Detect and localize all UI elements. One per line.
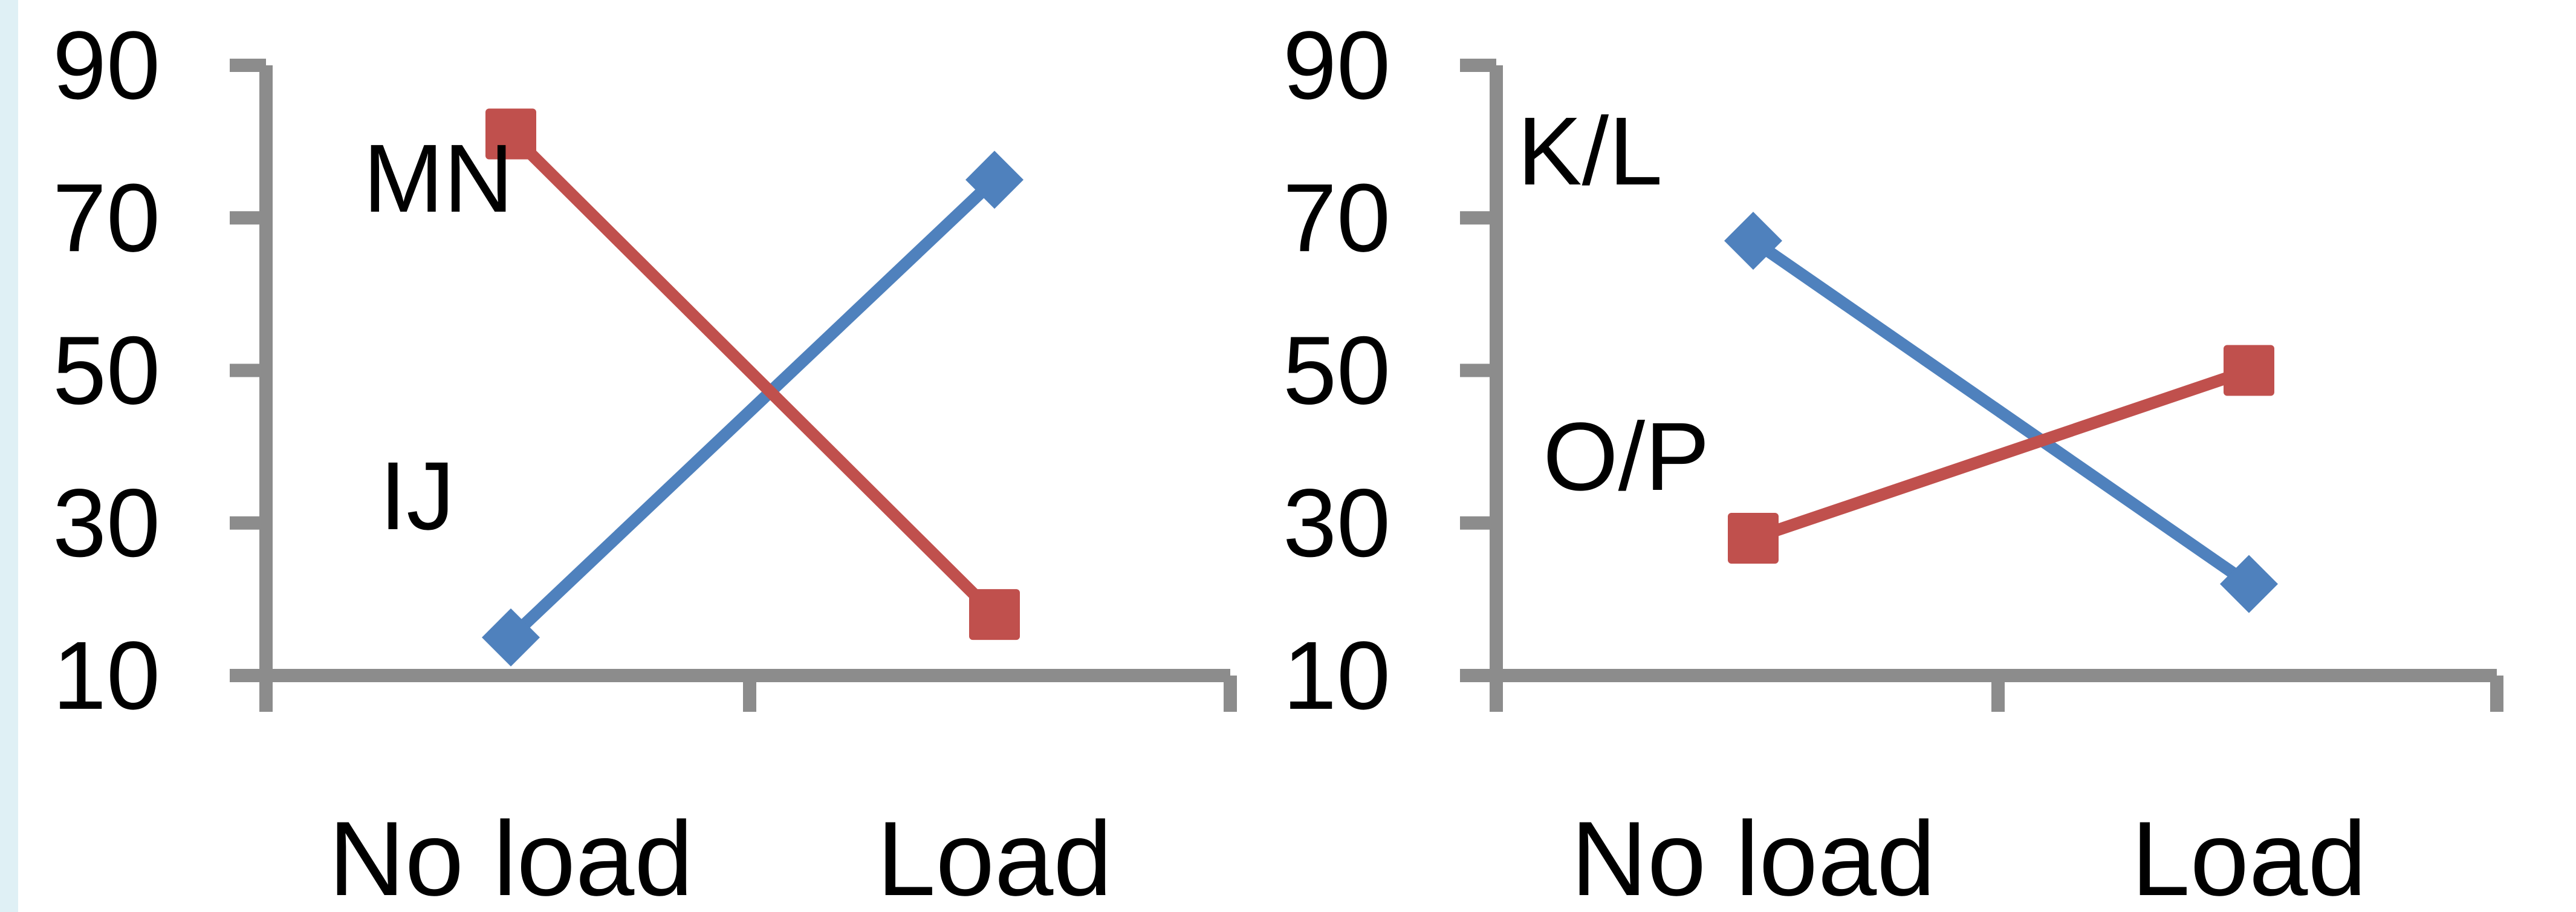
series-line	[507, 175, 999, 642]
data-point-square	[1728, 512, 1779, 564]
x-category-label: Load	[2131, 800, 2366, 912]
data-point-diamond	[482, 608, 540, 666]
series-line	[1750, 235, 2253, 589]
data-point-diamond	[1724, 212, 1782, 270]
y-tick-label: 70	[53, 163, 160, 272]
x-category-label: No load	[328, 800, 693, 912]
x-category-label: Load	[877, 800, 1112, 912]
x-category-label: No load	[1571, 800, 1935, 912]
series-label: IJ	[380, 441, 455, 550]
left-background-strip	[0, 0, 18, 912]
y-tick-label: 10	[53, 621, 160, 729]
y-tick-label: 30	[1283, 469, 1390, 577]
series-line	[506, 129, 999, 619]
y-tick-label: 50	[1283, 316, 1390, 425]
series-line	[1751, 365, 2251, 544]
y-tick-label: 90	[1283, 11, 1390, 119]
data-point-diamond	[965, 151, 1024, 209]
data-point-diamond	[2220, 555, 2278, 613]
data-point-square	[2224, 345, 2274, 396]
series-label: O/P	[1543, 402, 1710, 510]
series-label: K/L	[1517, 97, 1663, 205]
y-tick-label: 50	[53, 316, 160, 425]
y-tick-label: 70	[1283, 163, 1390, 272]
data-point-square	[969, 589, 1020, 640]
y-tick-label: 90	[53, 11, 160, 119]
series-label: MN	[363, 124, 514, 232]
y-tick-label: 30	[53, 469, 160, 577]
data-point-square	[485, 108, 536, 160]
y-tick-label: 10	[1283, 621, 1390, 729]
